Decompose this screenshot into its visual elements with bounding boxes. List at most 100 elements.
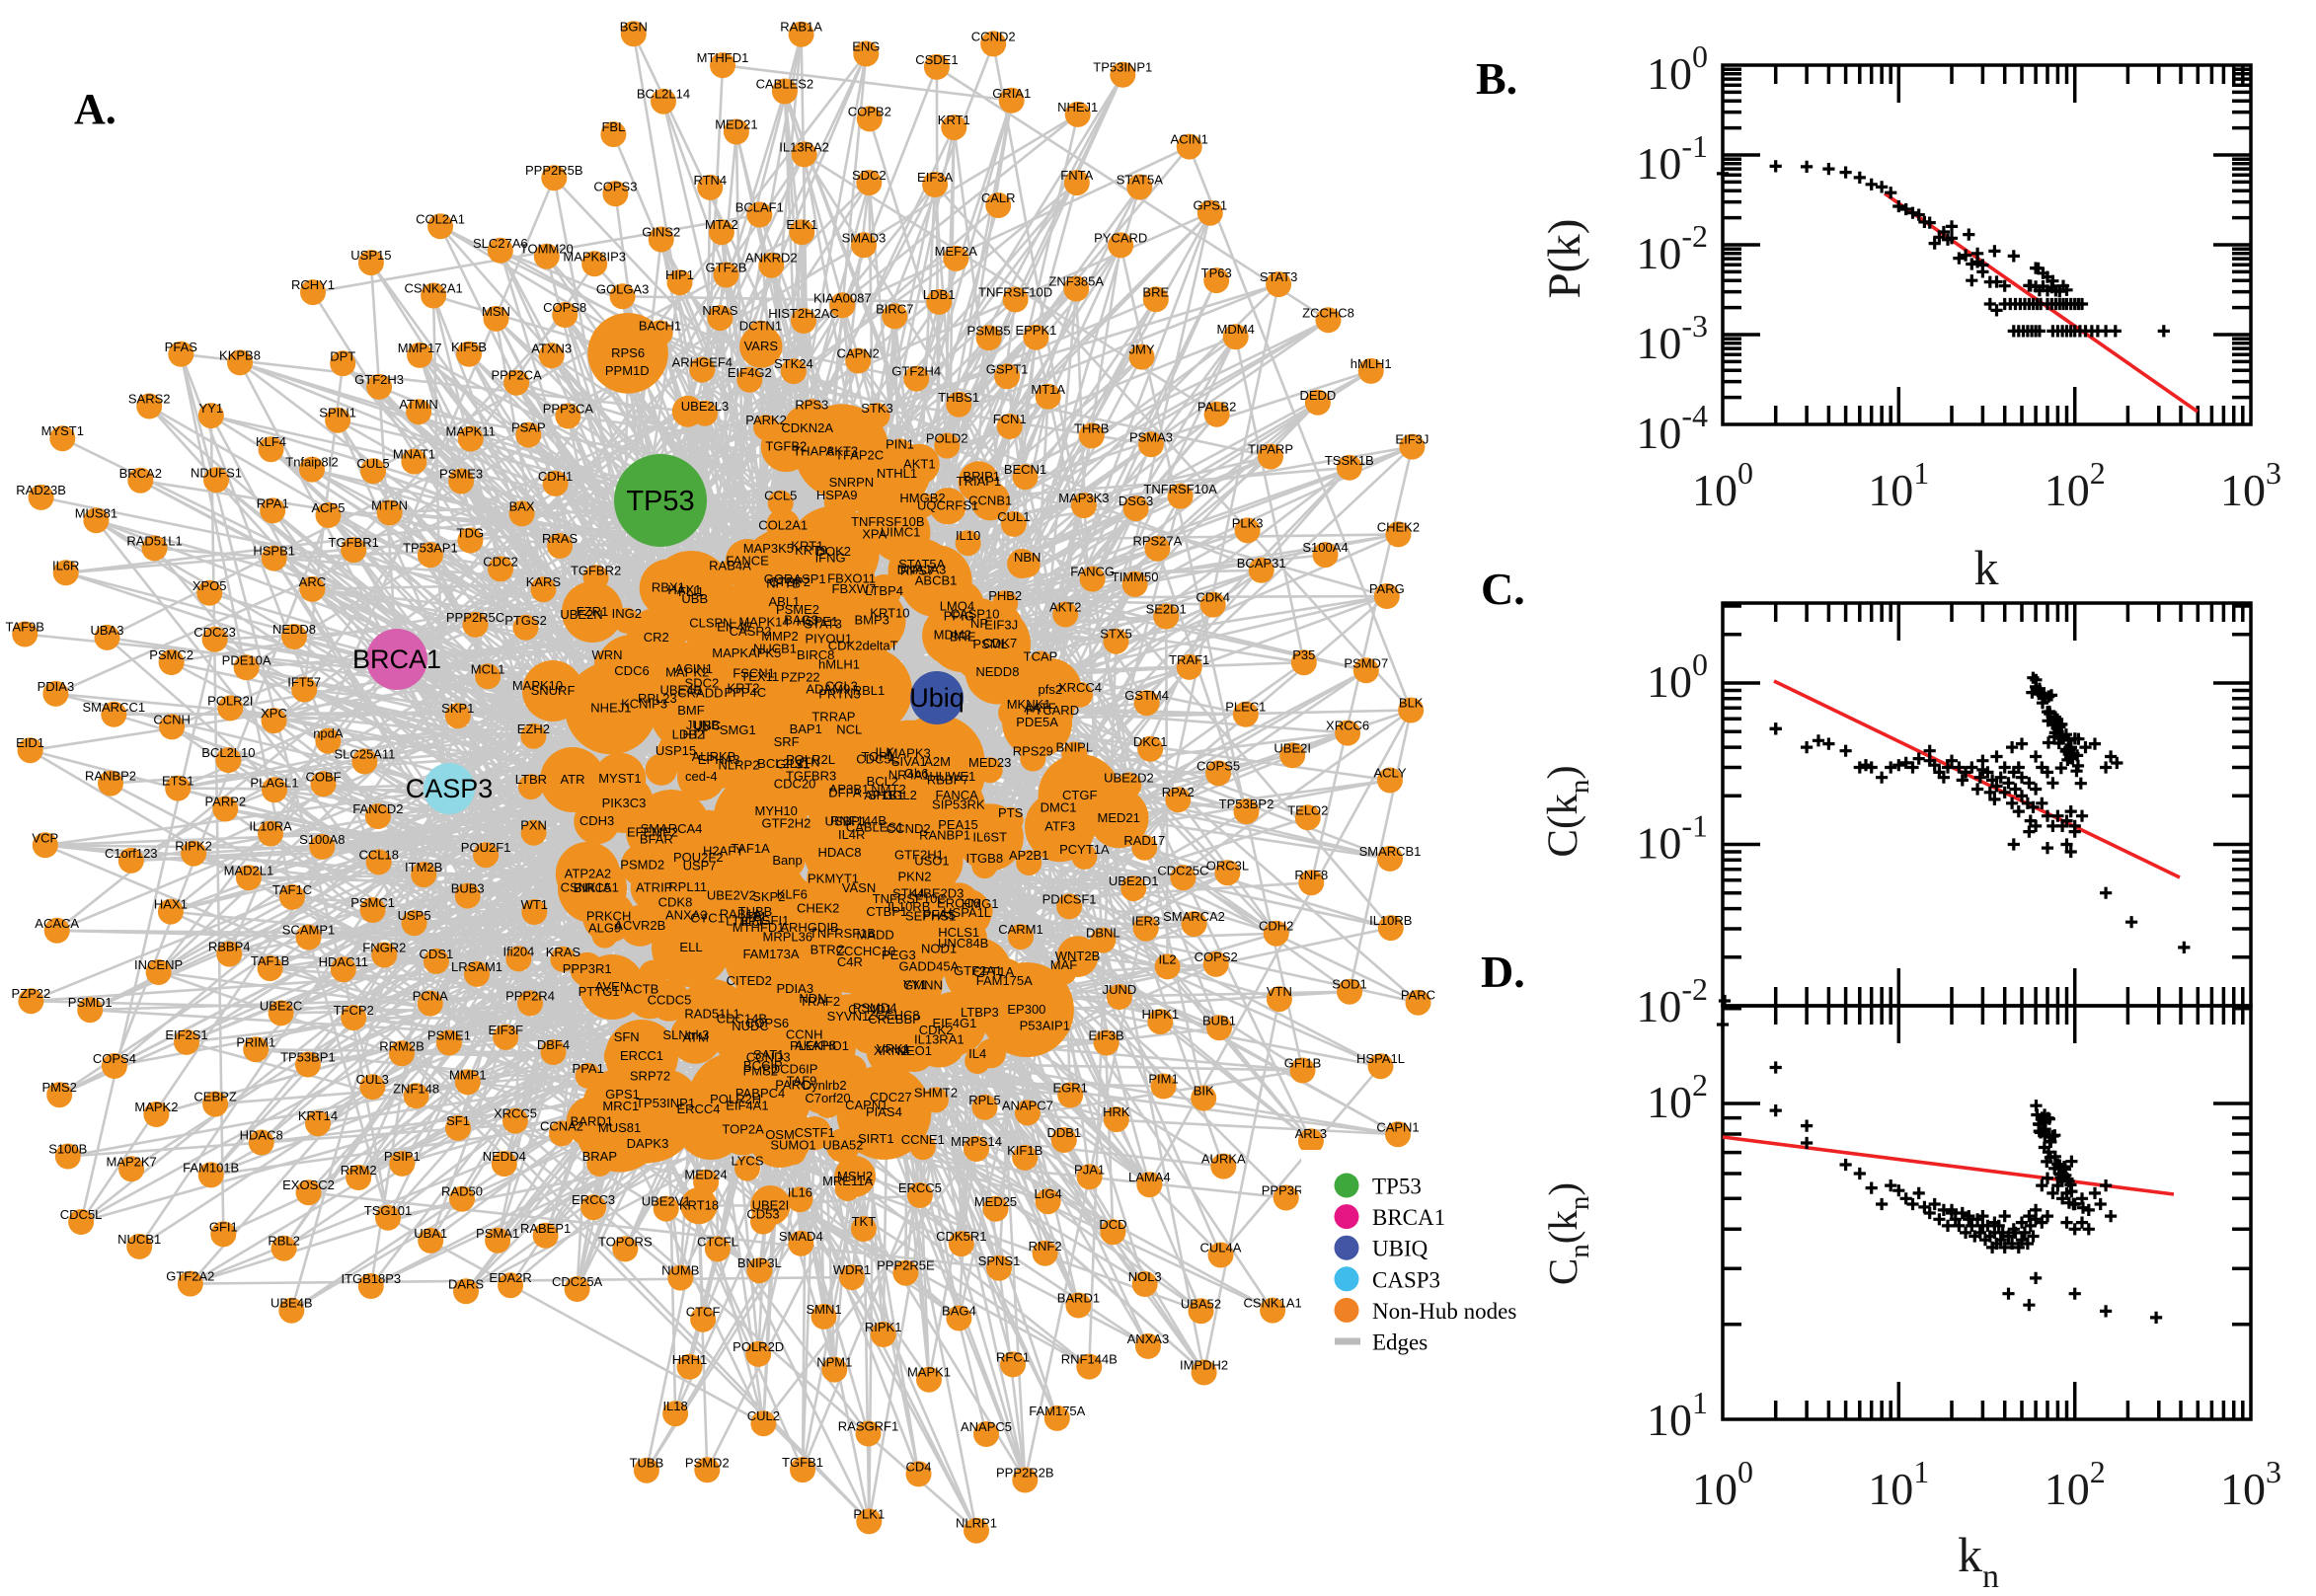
svg-text:AKT3: AKT3 <box>826 443 859 458</box>
svg-text:PPP2CA: PPP2CA <box>491 368 542 383</box>
svg-text:BAG3: BAG3 <box>784 613 818 628</box>
svg-text:UBA3: UBA3 <box>91 623 124 638</box>
svg-text:PFAS: PFAS <box>165 340 198 354</box>
svg-text:PZP22: PZP22 <box>12 986 51 1001</box>
svg-text:RBL1: RBL1 <box>853 683 886 698</box>
svg-text:FAM173A: FAM173A <box>742 947 799 961</box>
svg-text:MYST1: MYST1 <box>598 771 641 786</box>
svg-text:COL2A1: COL2A1 <box>758 518 808 533</box>
svg-text:C4R: C4R <box>837 954 863 969</box>
svg-text:RPS6: RPS6 <box>611 345 645 360</box>
svg-text:RRM2B: RRM2B <box>379 1038 425 1053</box>
svg-text:UBE2V2: UBE2V2 <box>707 888 756 903</box>
svg-text:MUS81: MUS81 <box>75 505 117 520</box>
svg-text:D.: D. <box>1481 947 1525 997</box>
svg-text:TP53INP1: TP53INP1 <box>636 1096 695 1110</box>
svg-text:CSTF1: CSTF1 <box>795 1125 835 1140</box>
svg-text:CDC6: CDC6 <box>614 663 649 678</box>
svg-text:CHEK2: CHEK2 <box>797 901 839 916</box>
svg-text:TAF1A: TAF1A <box>731 841 770 856</box>
svg-text:C1orf123: C1orf123 <box>105 846 157 861</box>
svg-text:MAP3K3: MAP3K3 <box>1058 491 1109 505</box>
svg-text:DCD: DCD <box>1099 1217 1126 1232</box>
svg-text:S100B: S100B <box>48 1142 87 1157</box>
svg-text:ATXN3: ATXN3 <box>531 341 572 355</box>
svg-text:POU2F1: POU2F1 <box>461 840 511 855</box>
svg-text:CDC23: CDC23 <box>193 625 236 640</box>
svg-text:COPS2: COPS2 <box>1195 950 1238 964</box>
svg-text:CTBP2: CTBP2 <box>769 574 811 589</box>
svg-text:LYCS: LYCS <box>732 1154 764 1169</box>
svg-text:ZNF385A: ZNF385A <box>1048 274 1104 289</box>
svg-text:PPP2R5B: PPP2R5B <box>525 163 583 178</box>
svg-text:RPA1: RPA1 <box>257 495 289 510</box>
svg-text:PEA15: PEA15 <box>938 817 977 832</box>
svg-text:AKT2: AKT2 <box>1049 600 1082 615</box>
svg-text:ARC: ARC <box>299 574 326 589</box>
svg-text:SKP2: SKP2 <box>752 889 785 904</box>
svg-text:RPS27A: RPS27A <box>1132 534 1182 549</box>
svg-text:MCL1: MCL1 <box>471 661 505 676</box>
svg-text:MDM2: MDM2 <box>934 628 971 643</box>
svg-text:TAF1C: TAF1C <box>272 882 312 897</box>
svg-text:RASGRF1: RASGRF1 <box>838 1419 898 1434</box>
svg-text:TP53BP1: TP53BP1 <box>280 1050 336 1065</box>
svg-text:BCL2L10: BCL2L10 <box>201 745 255 760</box>
svg-text:GINS2: GINS2 <box>642 225 680 240</box>
svg-text:MUS81: MUS81 <box>598 1120 641 1135</box>
svg-text:COPS4: COPS4 <box>93 1051 136 1066</box>
svg-text:BAX: BAX <box>509 498 535 513</box>
svg-text:TUBB: TUBB <box>630 1456 664 1471</box>
svg-text:MAP2K7: MAP2K7 <box>106 1154 156 1169</box>
svg-text:AURKA: AURKA <box>1201 1152 1246 1167</box>
svg-text:CDC2: CDC2 <box>483 554 517 569</box>
svg-text:PDIA3: PDIA3 <box>38 679 75 694</box>
svg-text:ORC3L: ORC3L <box>1206 858 1249 873</box>
svg-text:SMARCA2: SMARCA2 <box>1163 909 1225 924</box>
svg-text:Gb6: Gb6 <box>904 766 929 781</box>
svg-text:PPA1: PPA1 <box>573 1061 604 1076</box>
svg-text:HRK: HRK <box>1103 1104 1130 1119</box>
svg-text:CABLES2: CABLES2 <box>756 77 814 92</box>
svg-text:PDE5A: PDE5A <box>1016 715 1058 729</box>
svg-text:TP63: TP63 <box>1201 266 1232 280</box>
svg-text:JUND: JUND <box>1103 982 1137 997</box>
svg-text:MTA2: MTA2 <box>705 217 738 232</box>
svg-text:CCDC5: CCDC5 <box>648 993 692 1008</box>
svg-text:PXN: PXN <box>520 818 547 833</box>
svg-text:PLEKHO1: PLEKHO1 <box>790 1038 849 1053</box>
svg-text:JUNB: JUNB <box>686 718 720 732</box>
svg-text:STAT3: STAT3 <box>1260 269 1298 284</box>
svg-text:Ifi204: Ifi204 <box>502 944 534 958</box>
svg-text:PSMB5: PSMB5 <box>967 323 1011 338</box>
svg-text:hMLH1: hMLH1 <box>1351 356 1392 371</box>
svg-text:C.: C. <box>1481 564 1525 614</box>
svg-text:VCP: VCP <box>32 830 58 845</box>
svg-text:NPM1: NPM1 <box>816 1355 852 1370</box>
svg-text:PKN2: PKN2 <box>898 870 932 884</box>
svg-text:BRE: BRE <box>1142 284 1169 299</box>
svg-text:PDE10A: PDE10A <box>222 652 271 667</box>
svg-text:ATM: ATM <box>682 1030 708 1045</box>
svg-text:TP53BP2: TP53BP2 <box>1219 797 1274 811</box>
svg-text:COBF: COBF <box>305 769 341 784</box>
svg-text:PSMD4: PSMD4 <box>853 1000 897 1015</box>
svg-text:RBBP7: RBBP7 <box>927 773 969 788</box>
svg-text:PDICSF1: PDICSF1 <box>1042 891 1097 906</box>
svg-text:KIF5B: KIF5B <box>451 340 487 354</box>
svg-text:PIYOU1: PIYOU1 <box>805 631 852 646</box>
svg-text:RABEP1: RABEP1 <box>520 1221 571 1236</box>
svg-text:KKPB8: KKPB8 <box>219 347 261 362</box>
svg-text:TAF1B: TAF1B <box>251 953 290 968</box>
svg-text:TP53: TP53 <box>626 486 694 517</box>
svg-text:SPNS1: SPNS1 <box>978 1254 1021 1268</box>
svg-text:MAPK11: MAPK11 <box>446 424 496 439</box>
svg-text:BRAP: BRAP <box>582 1149 617 1164</box>
svg-text:FZR1: FZR1 <box>577 604 609 619</box>
svg-text:ITGB8: ITGB8 <box>966 851 1004 866</box>
svg-text:AP3B1: AP3B1 <box>829 782 869 797</box>
svg-text:BAG4: BAG4 <box>942 1304 976 1319</box>
svg-text:POLR2L: POLR2L <box>786 752 835 767</box>
svg-text:S100A8: S100A8 <box>299 832 345 847</box>
svg-text:RNF2: RNF2 <box>1029 1239 1062 1254</box>
